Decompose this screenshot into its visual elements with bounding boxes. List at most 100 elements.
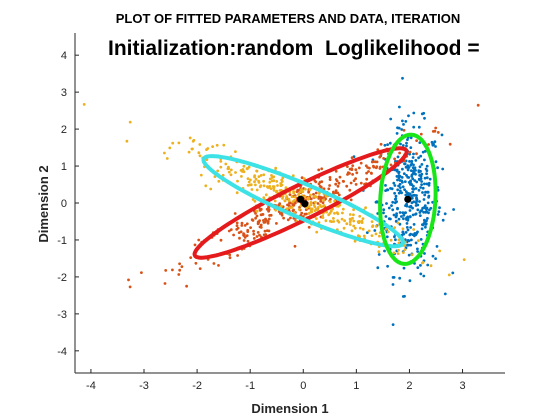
data-point xyxy=(422,210,425,214)
data-point xyxy=(408,160,411,163)
data-point xyxy=(307,225,311,229)
data-point xyxy=(353,226,357,230)
data-point xyxy=(198,267,202,270)
data-point xyxy=(391,283,395,286)
fitted-ellipse-2 xyxy=(378,132,438,266)
data-point xyxy=(267,229,271,233)
data-point xyxy=(374,232,378,236)
data-point xyxy=(322,198,325,202)
data-point xyxy=(389,117,393,121)
data-point xyxy=(404,165,408,169)
data-point xyxy=(288,193,292,197)
data-point xyxy=(413,232,417,235)
data-point xyxy=(209,187,213,191)
data-point xyxy=(415,139,418,143)
data-point xyxy=(290,206,294,209)
data-point xyxy=(401,211,405,215)
data-point xyxy=(351,216,354,220)
data-point xyxy=(447,273,451,277)
data-point xyxy=(412,125,416,129)
data-point xyxy=(254,216,257,220)
data-point xyxy=(405,144,408,148)
data-point xyxy=(232,233,236,237)
data-point xyxy=(197,151,201,155)
data-point xyxy=(441,167,445,171)
data-point xyxy=(414,159,418,162)
data-point xyxy=(396,178,399,182)
data-point xyxy=(407,243,411,247)
data-point xyxy=(219,165,223,169)
data-point xyxy=(398,151,401,155)
data-point xyxy=(226,167,230,171)
data-point xyxy=(401,144,405,147)
data-point xyxy=(400,215,403,218)
data-point xyxy=(229,228,233,232)
data-point xyxy=(418,165,422,169)
data-point xyxy=(407,176,411,179)
data-point xyxy=(272,188,276,192)
data-point xyxy=(333,199,336,203)
data-point xyxy=(293,198,296,202)
data-point xyxy=(285,207,289,211)
data-point xyxy=(219,160,223,163)
data-point xyxy=(377,253,381,256)
data-point xyxy=(299,190,302,194)
y-tick-label: -1 xyxy=(57,235,67,247)
data-point xyxy=(353,239,357,243)
data-point xyxy=(341,179,345,183)
data-point xyxy=(275,180,279,183)
data-point xyxy=(290,195,294,199)
data-point xyxy=(370,220,374,224)
data-point xyxy=(307,196,310,200)
data-point xyxy=(390,204,393,208)
data-point xyxy=(274,166,278,170)
data-point xyxy=(384,189,387,193)
data-point xyxy=(413,193,417,197)
data-point xyxy=(251,219,255,222)
data-point xyxy=(396,252,400,256)
data-point xyxy=(408,192,412,196)
data-point xyxy=(430,140,434,144)
data-point xyxy=(235,221,239,225)
data-point xyxy=(368,166,371,170)
data-point xyxy=(216,169,220,173)
data-point xyxy=(229,173,233,177)
data-point xyxy=(227,170,231,174)
data-point xyxy=(419,186,423,189)
data-point xyxy=(313,209,317,213)
data-point xyxy=(303,195,307,199)
data-point xyxy=(178,268,182,272)
data-point xyxy=(262,233,266,237)
x-axis-label: Dimension 1 xyxy=(251,401,328,416)
data-point xyxy=(317,192,321,195)
data-point xyxy=(386,230,390,234)
data-point xyxy=(352,208,355,212)
data-point xyxy=(257,175,261,179)
data-point xyxy=(336,212,340,216)
data-point xyxy=(410,194,413,198)
data-point xyxy=(253,199,257,203)
data-point xyxy=(417,239,420,243)
data-point xyxy=(247,180,251,184)
data-point xyxy=(389,217,392,221)
data-point xyxy=(349,198,353,202)
data-point xyxy=(420,261,424,265)
data-point xyxy=(365,177,369,181)
data-point xyxy=(401,167,404,171)
data-point xyxy=(128,285,132,289)
data-point xyxy=(262,221,266,224)
data-point xyxy=(222,143,226,147)
data-point xyxy=(312,195,316,198)
data-point xyxy=(327,213,331,217)
data-point xyxy=(414,241,418,245)
data-point xyxy=(408,209,412,212)
data-point xyxy=(410,159,414,163)
x-tick-label: 0 xyxy=(300,380,306,392)
data-point xyxy=(163,151,166,155)
data-point xyxy=(336,184,340,188)
data-point xyxy=(268,214,271,217)
data-point xyxy=(371,224,375,228)
data-point xyxy=(403,248,407,252)
data-point xyxy=(393,197,397,201)
data-point xyxy=(252,237,256,240)
